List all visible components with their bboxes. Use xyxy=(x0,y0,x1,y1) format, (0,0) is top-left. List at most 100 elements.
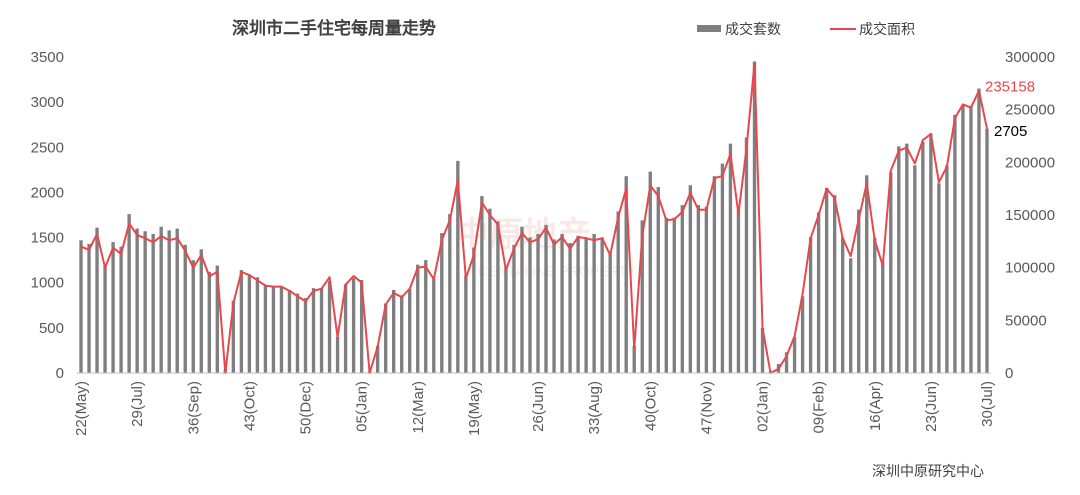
bar xyxy=(335,336,340,373)
line-point xyxy=(745,147,748,150)
last-area-label: 235158 xyxy=(985,79,1035,96)
bar xyxy=(263,285,268,373)
line-point xyxy=(208,275,211,277)
bar xyxy=(648,171,652,373)
line-point xyxy=(352,275,355,277)
x-tick-label: 40(Oct) xyxy=(642,381,659,431)
bar xyxy=(584,238,588,373)
line-point xyxy=(88,248,90,251)
line-point xyxy=(424,265,427,268)
bar xyxy=(985,128,989,373)
line-point xyxy=(448,219,451,222)
line-point xyxy=(825,187,828,190)
bar xyxy=(311,288,316,373)
line-point xyxy=(865,182,868,185)
bar xyxy=(704,206,709,373)
bar xyxy=(375,345,380,373)
bar xyxy=(247,274,252,373)
bar xyxy=(680,205,685,373)
line-point xyxy=(256,279,259,282)
bar xyxy=(207,271,211,373)
bar xyxy=(656,187,660,373)
bar xyxy=(231,300,236,373)
line-point xyxy=(240,270,243,273)
left-tick-label: 3500 xyxy=(31,49,64,66)
bar xyxy=(480,196,484,373)
bar xyxy=(953,114,957,373)
bar xyxy=(287,289,292,373)
line-point xyxy=(513,247,515,250)
line-point xyxy=(489,214,491,216)
line-point xyxy=(232,302,235,305)
line-point xyxy=(673,218,676,221)
bar xyxy=(408,289,412,373)
bar xyxy=(319,288,324,373)
bar xyxy=(271,286,276,373)
right-tick-label: 150000 xyxy=(1005,207,1055,224)
bar xyxy=(520,226,524,373)
line-point xyxy=(641,235,644,237)
bar xyxy=(512,244,516,373)
line-point xyxy=(689,191,692,194)
bar xyxy=(688,185,693,373)
bar xyxy=(175,228,179,373)
line-point xyxy=(601,237,604,240)
bar xyxy=(592,233,596,373)
right-tick-label: 300000 xyxy=(1005,49,1055,66)
line-point xyxy=(408,287,411,290)
line-point xyxy=(569,247,571,250)
left-tick-label: 1500 xyxy=(31,230,64,247)
bar xyxy=(87,243,91,373)
bar xyxy=(424,260,428,373)
left-tick-label: 2000 xyxy=(31,184,64,201)
bar xyxy=(840,237,845,373)
line-point xyxy=(505,268,507,271)
line-point xyxy=(400,296,403,299)
line-point xyxy=(328,276,331,279)
x-tick-label: 23(Jun) xyxy=(923,381,940,432)
line-point xyxy=(168,239,171,242)
bar xyxy=(79,240,83,373)
x-tick-label: 22(May) xyxy=(73,381,90,436)
bar xyxy=(343,284,348,373)
bar xyxy=(792,336,797,373)
bar xyxy=(961,105,965,373)
bar xyxy=(929,133,933,373)
line-point xyxy=(384,303,387,306)
left-tick-label: 2500 xyxy=(31,139,64,156)
line-point xyxy=(793,335,796,338)
bar xyxy=(159,226,163,373)
line-point xyxy=(929,132,932,135)
line-point xyxy=(561,236,563,239)
line-point xyxy=(248,274,251,276)
x-tick-label: 05(Jan) xyxy=(354,381,371,432)
line-point xyxy=(849,255,852,257)
line-point xyxy=(112,246,114,249)
bar xyxy=(760,327,765,373)
bar xyxy=(151,233,155,373)
line-point xyxy=(937,181,940,184)
line-point xyxy=(304,300,307,303)
line-point xyxy=(986,127,988,130)
bar xyxy=(616,211,620,373)
left-tick-label: 1000 xyxy=(31,275,64,292)
line-point xyxy=(833,197,836,200)
line-point xyxy=(416,266,419,269)
legend-label-line: 成交面积 xyxy=(859,21,915,37)
line-point xyxy=(697,208,700,211)
line-point xyxy=(296,295,299,298)
bar xyxy=(873,237,877,373)
line-point xyxy=(96,233,98,235)
line-point xyxy=(841,237,844,240)
bar xyxy=(255,277,260,373)
annotations: 235158 2705 xyxy=(985,79,1035,140)
bar xyxy=(191,260,195,373)
bar xyxy=(608,252,612,373)
x-tick-label: 19(May) xyxy=(466,381,483,436)
line-point xyxy=(152,241,155,244)
line-point xyxy=(136,234,139,236)
bar xyxy=(183,244,187,373)
x-tick-label: 36(Sep) xyxy=(185,381,202,434)
bar xyxy=(135,228,139,373)
line-point xyxy=(160,235,163,237)
